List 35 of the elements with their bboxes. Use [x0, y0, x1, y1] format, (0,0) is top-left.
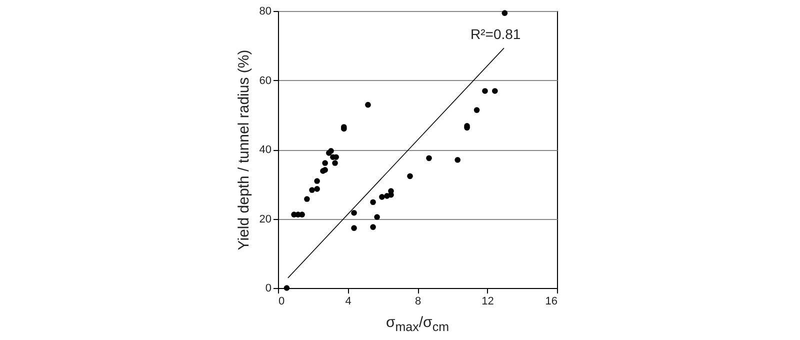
point	[351, 225, 357, 232]
y-tick-label: 40	[259, 144, 272, 156]
point	[474, 107, 480, 113]
y-axis-title: Yield depth / tunnel radius (%)	[235, 50, 252, 250]
point	[322, 160, 328, 166]
point	[370, 199, 376, 206]
point	[314, 178, 320, 184]
point	[407, 173, 413, 180]
y-tick-label: 0	[265, 282, 272, 294]
x-tick-label: 0	[278, 296, 285, 308]
annotation: R²=0.81	[470, 26, 521, 42]
point	[365, 102, 371, 108]
x-tick-label: 16	[545, 296, 558, 308]
point	[426, 155, 432, 162]
point	[492, 88, 498, 94]
x-tick-label: 4	[345, 296, 352, 308]
point	[502, 10, 508, 16]
y-tick-label: 20	[259, 213, 272, 226]
point	[304, 196, 310, 202]
x-tick-label: 12	[482, 296, 494, 308]
point	[379, 194, 385, 200]
point	[351, 210, 357, 216]
point	[370, 224, 376, 230]
point	[482, 88, 488, 94]
point	[332, 160, 338, 166]
point	[284, 285, 290, 291]
x-tick-label: 8	[414, 296, 422, 308]
point	[374, 214, 380, 220]
x-axis-title: σ$_{max}$/σ$_{cm}$	[385, 314, 450, 334]
point	[454, 156, 461, 163]
y-tick-label: 60	[259, 74, 272, 87]
y-tick-label: 80	[259, 6, 272, 18]
point	[328, 148, 334, 154]
point	[314, 186, 320, 192]
point	[309, 187, 315, 193]
